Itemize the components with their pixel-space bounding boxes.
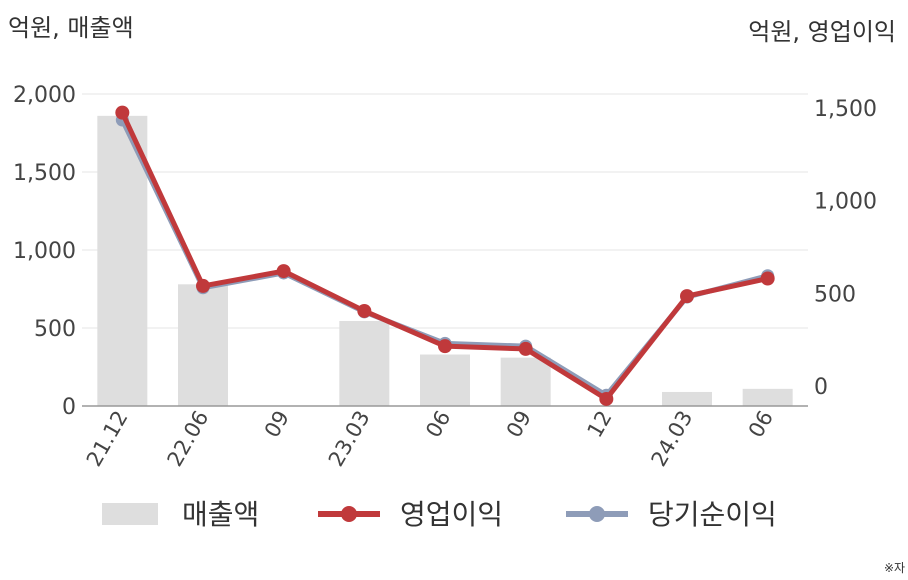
left-axis-ticks: 0 500 1,000 1,500 2,000 [13, 83, 76, 420]
series-point [760, 271, 775, 286]
bar [420, 354, 470, 406]
x-tick-label: 12 [583, 407, 617, 442]
x-tick-label: 09 [260, 407, 294, 442]
x-tick-label: 21.12 [82, 407, 133, 471]
legend-swatch-marker [341, 506, 357, 522]
series-point [438, 339, 452, 354]
bar-series [97, 115, 793, 406]
x-tick-label: 24.03 [646, 407, 697, 471]
right-axis-ticks: 0 500 1,000 1,500 [814, 97, 877, 400]
bar [178, 284, 228, 406]
gridlines [82, 93, 808, 329]
bar [500, 357, 551, 406]
bar [662, 391, 712, 406]
x-tick-label: 06 [744, 407, 778, 442]
left-tick-label: 500 [34, 317, 76, 342]
x-tick-label: 23.03 [324, 407, 375, 471]
right-tick-label: 1,500 [814, 97, 877, 122]
right-tick-label: 1,000 [814, 190, 877, 215]
legend-label: 당기순이익 [648, 498, 777, 531]
legend-label: 매출액 [182, 498, 259, 531]
x-tick-label: 06 [421, 407, 455, 442]
series-point [196, 278, 210, 293]
right-tick-label: 0 [814, 375, 828, 400]
left-axis-unit: 억원, 매출액 [8, 14, 134, 42]
left-tick-label: 1,500 [13, 161, 76, 186]
left-tick-label: 0 [62, 395, 76, 420]
series-point [357, 303, 372, 318]
legend: 매출액 영업이익 당기순이익 [102, 498, 777, 531]
series-point [115, 105, 130, 120]
series-point [599, 391, 614, 406]
legend-swatch-marker [589, 506, 605, 522]
legend-label: 영업이익 [400, 498, 503, 531]
footnote: ※자 [884, 561, 905, 575]
line-series [115, 105, 775, 406]
bar [97, 115, 148, 406]
left-tick-label: 2,000 [13, 83, 76, 108]
series-point [680, 289, 694, 304]
right-axis-unit: 억원, 영업이익 [748, 18, 896, 46]
bar [339, 320, 390, 406]
bar [742, 388, 793, 406]
x-tick-label: 22.06 [162, 407, 213, 471]
right-tick-label: 500 [814, 282, 856, 307]
x-tick-label: 09 [502, 407, 536, 442]
x-axis-ticks: 21.12 22.06 09 23.03 06 09 12 24.03 06 [82, 407, 778, 471]
series-point [518, 341, 533, 356]
left-tick-label: 1,000 [13, 239, 76, 264]
series-point [276, 264, 291, 279]
legend-swatch-bar [102, 503, 158, 525]
